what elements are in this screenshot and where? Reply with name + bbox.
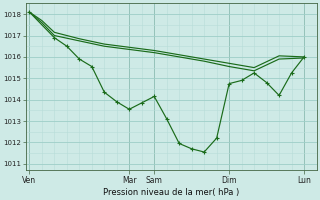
X-axis label: Pression niveau de la mer( hPa ): Pression niveau de la mer( hPa )	[103, 188, 239, 197]
